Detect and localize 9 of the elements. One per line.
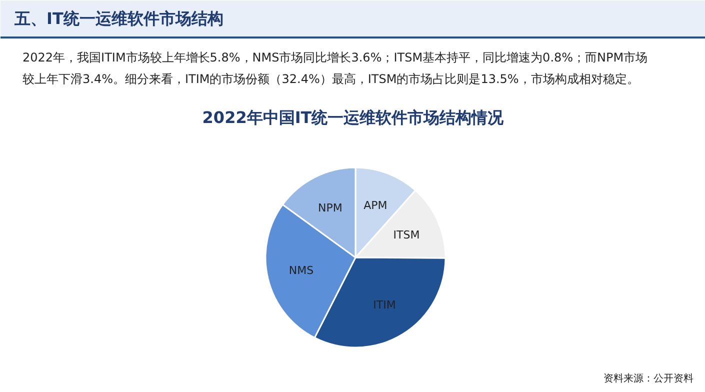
slice-label: ITSM — [393, 228, 420, 242]
slice-label: NPM — [318, 201, 342, 214]
slice-label: NMS — [288, 264, 314, 278]
slice-label: ITIM — [373, 298, 396, 312]
text: 资料来源：公开资料 — [604, 372, 694, 384]
slice-label: APM — [364, 198, 388, 212]
text: 五、IT统一运维软件市场结构 — [14, 9, 224, 28]
chart-title: 2022年中国IT统一运维软件市场结构情况 — [202, 108, 505, 127]
text: 2022年，我国ITIM市场较上年增长5.8%，NMS市场同比增长3.6%；ITSM基本持平，同比增速为0.8%；而NPM市场较上年下滑3.4%。细分来看，ITIM的市场份额（32.4%）最高，ITSM的市场占比则是13.5%，市场构成相对稳定。 — [22, 50, 648, 86]
